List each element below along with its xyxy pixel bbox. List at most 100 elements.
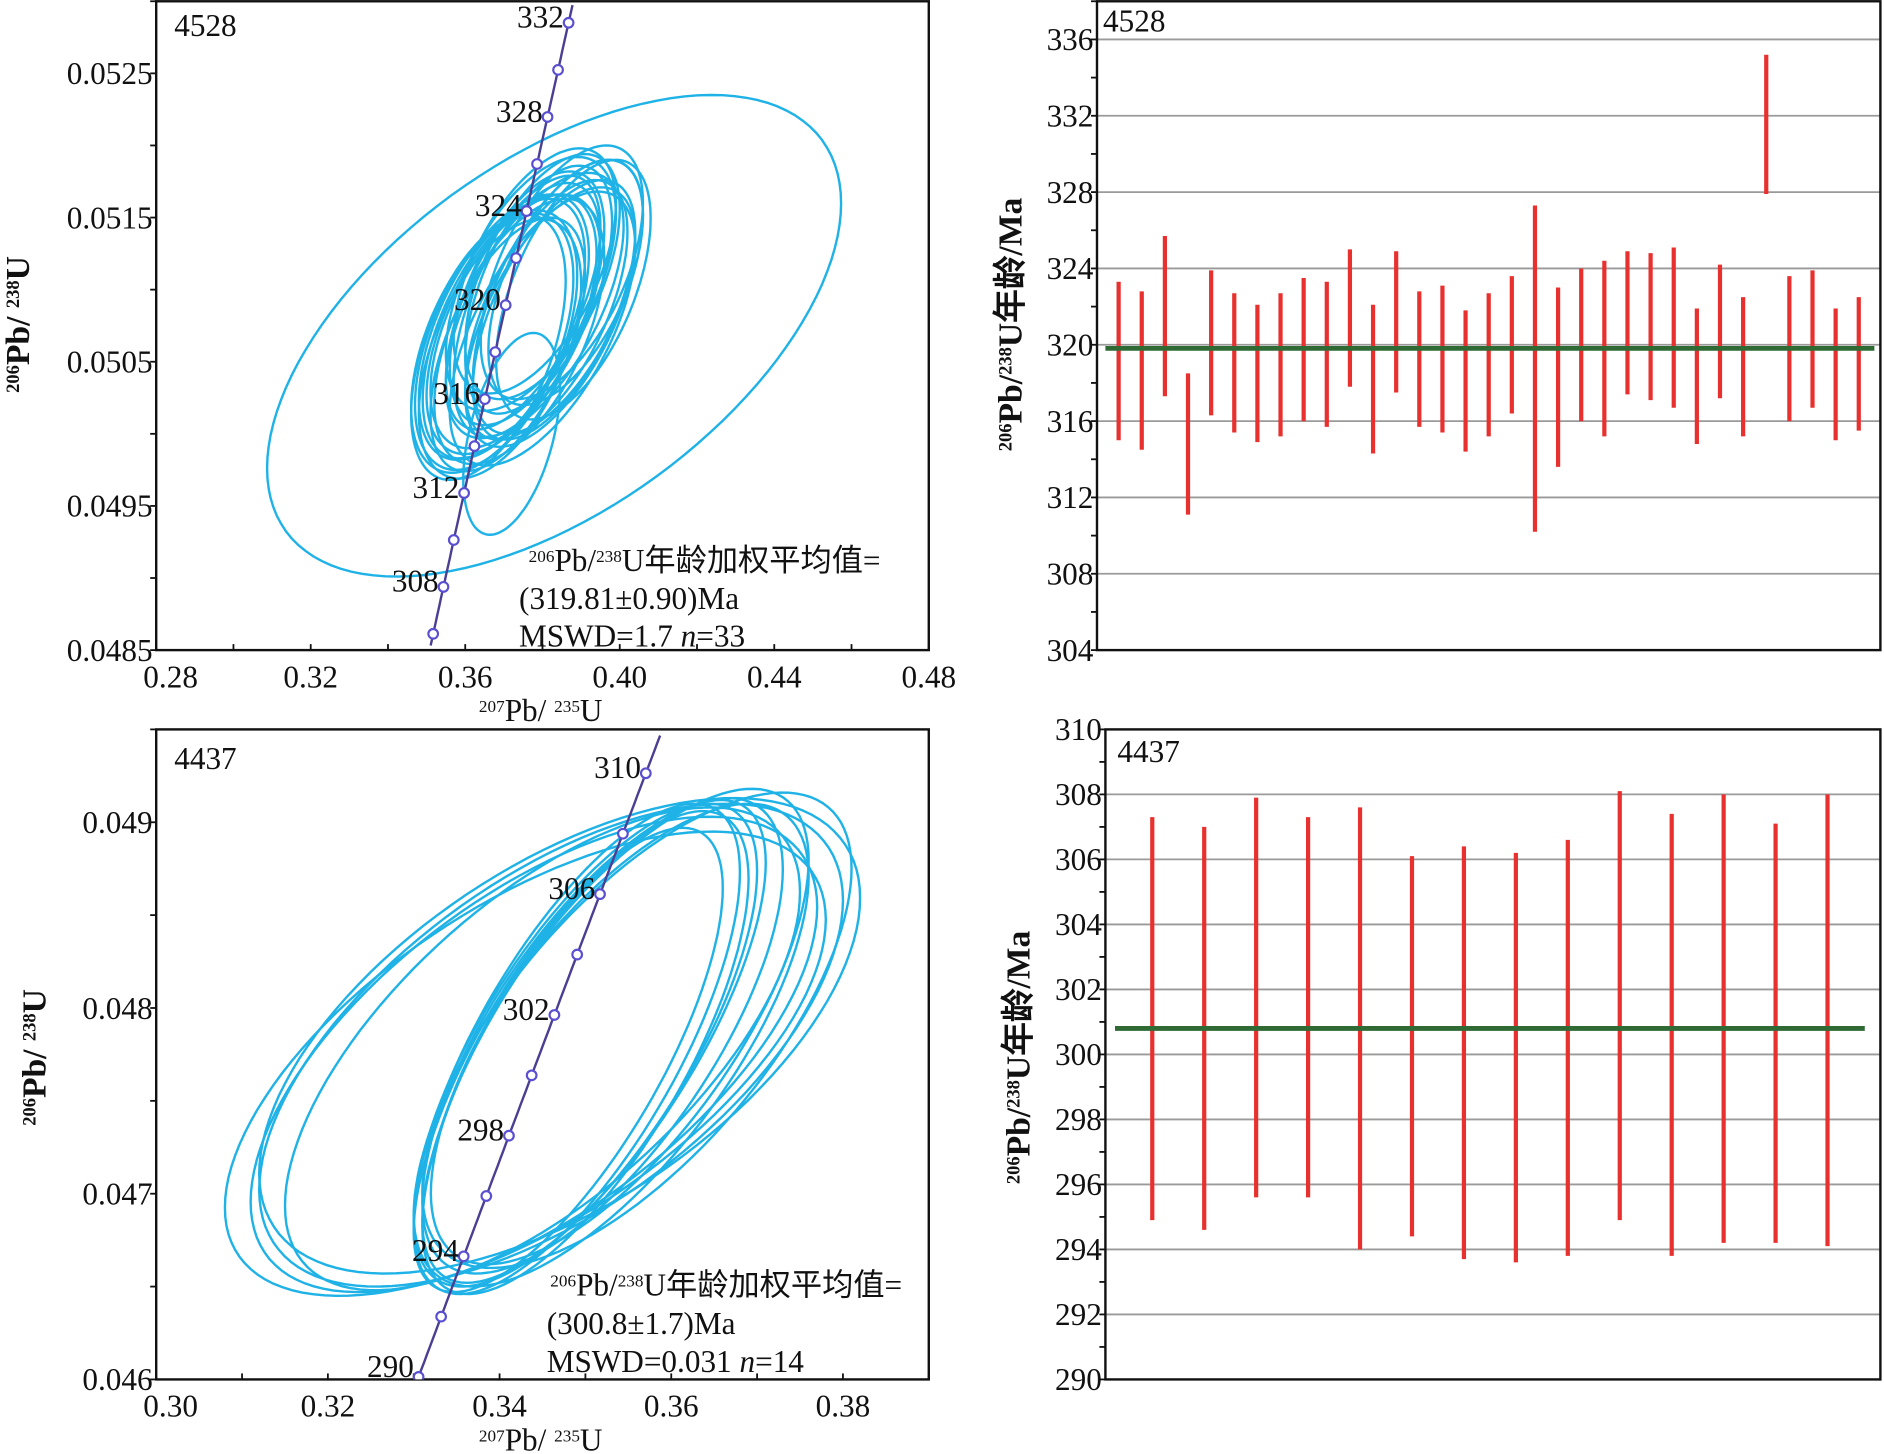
concordia-age-label: 298: [457, 1112, 504, 1147]
y-tick-label: 332: [1047, 99, 1094, 134]
concordia-age-label: 310: [594, 750, 641, 785]
concordia-age-marker: [499, 299, 512, 312]
label-text: U: [580, 693, 603, 728]
concordia-plot-4437: 0.046 0.047 0.048 0.049 0.30 0.32 0.34 0.36 0.38…: [17, 728, 930, 1454]
error-ellipse: [464, 178, 629, 441]
x-tick-label: 0.30: [143, 1389, 198, 1424]
error-ellipse: [223, 830, 828, 1298]
y-tick-label: 0.0485: [67, 633, 153, 668]
concordia-age-marker: [412, 1371, 425, 1380]
y-axis-label: 206Pb/238U年龄/Ma: [991, 198, 1029, 452]
concordia-plot-4528: 0.0485 0.0495 0.0505 0.0515 0.0525 0.28 0.32 0.…: [0, 0, 956, 728]
plot-frame: [1095, 0, 1882, 652]
mswd-n-label: MSWD=0.031 n=14: [547, 1344, 805, 1379]
concordia-age-marker: [458, 487, 471, 499]
concordia-age-marker: [617, 827, 629, 840]
superscript: 206: [4, 365, 24, 393]
x-tick-label: 0.44: [747, 659, 802, 694]
x-tick-label: 0.32: [283, 659, 338, 694]
concordia-age-label: 328: [496, 94, 543, 129]
y-tick-label: 0.048: [82, 991, 152, 1026]
plot-area: [223, 735, 862, 1380]
age-bar-chart-4528: 304 308 312 316 320 324 328 332 336 206Pb/238U年龄/…: [991, 0, 1882, 668]
concordia-age-marker: [531, 158, 543, 170]
y-tick-label: 310: [1055, 712, 1102, 747]
mswd-value: MSWD=0.031: [547, 1344, 740, 1379]
y-tick-label: 298: [1055, 1102, 1102, 1137]
concordia-age-label: 324: [475, 188, 522, 223]
superscript: 238: [596, 546, 622, 565]
concordia-age-marker: [548, 1009, 561, 1021]
concordia-age-marker: [447, 534, 460, 546]
y-tick-label: 0.0515: [67, 200, 153, 235]
error-ellipse: [429, 787, 810, 1266]
superscript: 206: [996, 424, 1016, 452]
concordia-age-marker: [541, 111, 554, 123]
superscript: 207: [479, 1426, 505, 1445]
x-axis-label: 207Pb/ 235U: [479, 693, 603, 728]
y-tick-label: 296: [1055, 1167, 1102, 1202]
concordia-age-marker: [503, 1129, 515, 1142]
plot-area: [265, 4, 843, 646]
error-ellipse: [421, 791, 853, 1270]
concordia-age-marker: [457, 1250, 470, 1263]
y-tick-label: 0.046: [82, 1362, 152, 1397]
x-tick-label: 0.28: [143, 659, 198, 694]
superscript: 238: [1005, 1080, 1025, 1108]
error-ellipse: [433, 197, 606, 466]
label-text: Pb/: [1001, 1107, 1038, 1156]
x-tick-label: 0.48: [901, 659, 956, 694]
weighted-mean-value: (300.8±1.7)Ma: [547, 1306, 736, 1341]
label-text: U年龄/Ma: [991, 198, 1029, 348]
error-ellipse: [471, 158, 645, 436]
y-tick-label: 302: [1055, 972, 1102, 1007]
x-tick-label: 0.38: [816, 1389, 871, 1424]
sample-label: 4437: [1117, 734, 1179, 769]
error-ellipse: [421, 197, 587, 460]
x-tick-label: 0.34: [472, 1389, 527, 1424]
superscript: 206: [1005, 1156, 1025, 1184]
label-text: U: [17, 989, 54, 1013]
y-axis-label: 206Pb/ 238U: [0, 256, 37, 393]
y-tick-label: 320: [1047, 328, 1094, 363]
error-ellipse: [265, 93, 843, 578]
y-tick-label: 306: [1055, 842, 1102, 877]
concordia-age-marker: [427, 627, 440, 640]
y-tick-label: 316: [1047, 404, 1094, 439]
weighted-mean-title: 206Pb/238U年龄加权平均值=: [529, 543, 881, 578]
concordia-age-marker: [435, 1310, 448, 1323]
concordia-age-label: 312: [412, 470, 459, 505]
superscript: 235: [554, 696, 580, 715]
label-text: U年龄加权平均值=: [643, 1267, 902, 1302]
label-text: U年龄/Ma: [1000, 930, 1038, 1080]
sample-label: 4528: [174, 8, 236, 43]
y-tick-label: 304: [1047, 633, 1094, 668]
y-tick-label: 0.049: [82, 805, 152, 840]
x-axis-label: 207Pb/ 235U: [479, 1422, 603, 1454]
superscript: 206: [529, 546, 555, 565]
superscript: 238: [996, 347, 1016, 375]
sample-label: 4437: [174, 741, 236, 776]
concordia-age-marker: [478, 393, 491, 405]
weighted-mean-value: (319.81±0.90)Ma: [519, 581, 739, 616]
label-text: U: [0, 256, 37, 280]
concordia-age-marker: [489, 346, 502, 359]
concordia-age-label: 320: [454, 282, 501, 317]
concordia-age-marker: [552, 63, 564, 76]
y-tick-label: 292: [1055, 1297, 1102, 1332]
label-text: Pb/: [505, 1422, 554, 1454]
plot-frame: [154, 728, 930, 1381]
label-text: Pb/: [554, 543, 596, 578]
concordia-age-marker: [525, 1069, 538, 1082]
concordia-age-label: 316: [433, 376, 480, 411]
weighted-mean-title: 206Pb/238U年龄加权平均值=: [550, 1267, 902, 1302]
y-tick-label: 0.0495: [67, 489, 153, 524]
concordia-age-label: 302: [503, 992, 550, 1027]
error-ellipse: [421, 809, 750, 1296]
superscript: 238: [4, 280, 24, 308]
superscript: 206: [21, 1098, 41, 1126]
error-ellipse: [409, 212, 575, 474]
mswd-value: MSWD=1.7: [519, 618, 681, 653]
y-tick-label: 308: [1047, 557, 1094, 592]
